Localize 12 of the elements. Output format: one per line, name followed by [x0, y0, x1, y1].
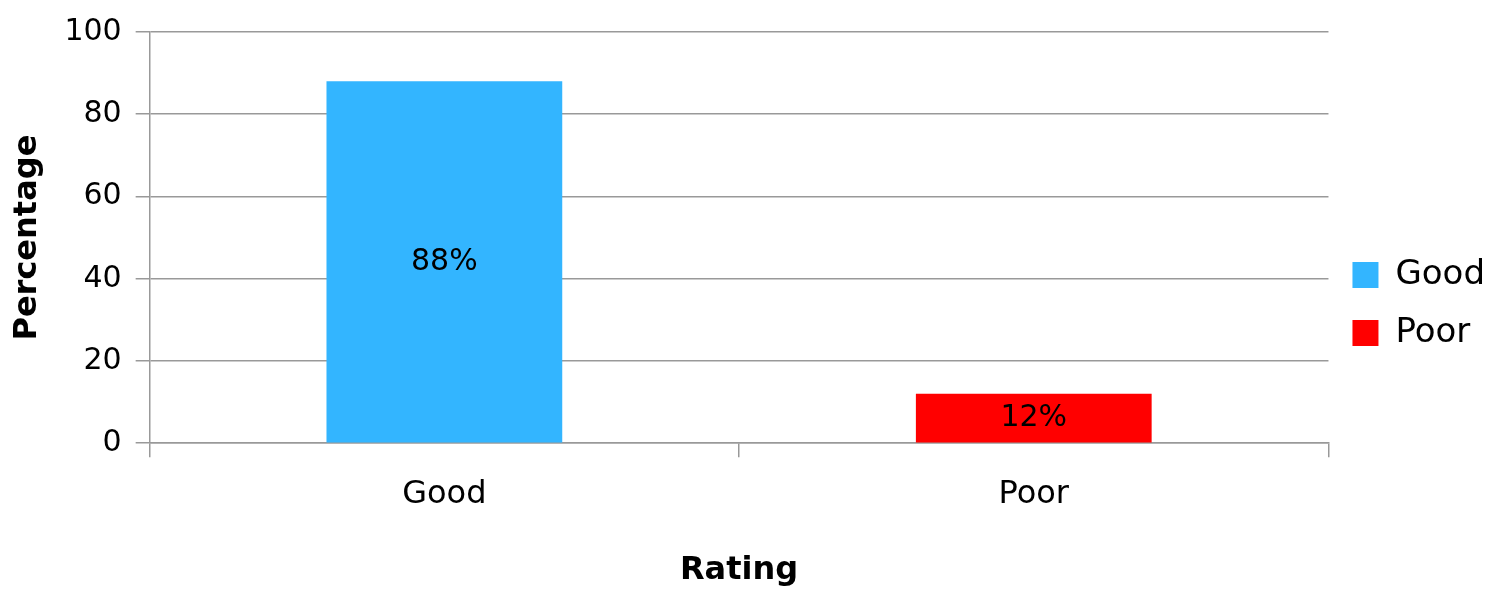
y-tick-label: 60 — [83, 176, 122, 212]
legend-label: Poor — [1395, 309, 1471, 350]
y-tick-label: 100 — [64, 11, 122, 47]
y-tick-label: 40 — [83, 258, 122, 294]
legend-label: Good — [1395, 251, 1486, 292]
data-label: 88% — [411, 241, 478, 277]
data-label: 12% — [1000, 397, 1068, 433]
y-tick-label: 80 — [83, 94, 122, 130]
y-tick-label: 0 — [102, 423, 122, 458]
x-axis-title: Rating — [679, 549, 799, 588]
y-axis-title: Percentage — [5, 134, 44, 341]
y-tick-label: 20 — [83, 340, 122, 376]
